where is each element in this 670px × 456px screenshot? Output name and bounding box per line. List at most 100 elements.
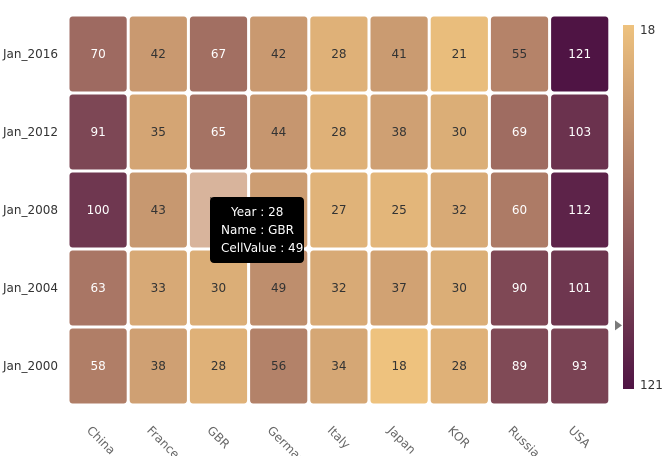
y-axis-labels: Jan_2016 Jan_2012 Jan_2008 Jan_2004 Jan_2000 (2, 47, 58, 373)
cell-value-label: 28 (331, 47, 346, 61)
heatmap-cell[interactable] (69, 328, 127, 404)
color-legend: 18 121 (615, 23, 663, 392)
y-axis-label: Jan_2004 (2, 281, 58, 295)
heatmap-cell[interactable] (129, 172, 187, 248)
cell-value-label: 65 (211, 125, 226, 139)
heatmap-cell[interactable] (189, 328, 248, 404)
cell-value-label: 63 (90, 281, 105, 295)
cell-value-label: 32 (452, 203, 467, 217)
heatmap-cell[interactable] (69, 172, 127, 248)
heatmap-cell[interactable] (310, 172, 368, 248)
cell-value-label: 60 (512, 203, 527, 217)
heatmap-cell[interactable] (250, 328, 308, 404)
x-axis-label: Russia (505, 423, 542, 456)
cell-value-label: 49 (271, 281, 286, 295)
heatmap-cell[interactable] (69, 16, 127, 92)
cell-value-label: 21 (452, 47, 467, 61)
heatmap-cell[interactable] (490, 172, 549, 248)
cell-value-label: 43 (151, 203, 166, 217)
cell-value-label: 42 (271, 47, 286, 61)
cell-value-label: 28 (211, 359, 226, 373)
heatmap-cell[interactable] (69, 250, 127, 326)
heatmap-cell[interactable] (69, 94, 127, 170)
x-axis-label: France (144, 423, 182, 456)
heatmap-cell[interactable] (370, 172, 428, 248)
cell-value-label: 100 (87, 203, 110, 217)
heatmap-cell[interactable] (430, 250, 488, 326)
heatmap-cell[interactable] (490, 94, 549, 170)
y-axis-label: Jan_2008 (2, 203, 58, 217)
legend-min-label: 18 (640, 23, 655, 37)
cell-value-label: 58 (90, 359, 105, 373)
heatmap-cell[interactable] (430, 172, 488, 248)
heatmap-cell[interactable] (189, 250, 248, 326)
cell-value-label: 38 (391, 125, 406, 139)
x-axis-label: USA (566, 423, 594, 451)
x-axis-label: China (84, 423, 118, 456)
cell-value-label: 28 (331, 125, 346, 139)
heatmap-cell[interactable] (551, 94, 609, 170)
heatmap-cell[interactable] (189, 94, 248, 170)
x-axis-label: Japan (384, 423, 418, 456)
heatmap-cell[interactable] (310, 328, 368, 404)
cell-value-label: 90 (512, 281, 527, 295)
heatmap-cell[interactable] (189, 16, 248, 92)
heatmap-cell[interactable] (370, 16, 428, 92)
heatmap-cell[interactable] (250, 94, 308, 170)
cell-tooltip: Year : 28 Name : GBR CellValue : 49 (210, 197, 304, 263)
heatmap-cell[interactable] (310, 250, 368, 326)
tooltip-year: Year : 28 (231, 205, 284, 219)
x-axis-label: Germany (265, 423, 314, 456)
heatmap-cell[interactable] (310, 16, 368, 92)
cell-value-label: 121 (568, 47, 591, 61)
cell-value-label: 42 (151, 47, 166, 61)
y-axis-label: Jan_2000 (2, 359, 58, 373)
heatmap-cell[interactable] (551, 172, 609, 248)
cell-value-label: 55 (512, 47, 527, 61)
x-axis-label: Italy (325, 423, 353, 451)
cell-value-label: 101 (568, 281, 591, 295)
heatmap-cell[interactable] (129, 16, 187, 92)
cell-value-label: 28 (452, 359, 467, 373)
cell-value-label: 34 (331, 359, 346, 373)
heatmap-cell[interactable] (129, 328, 187, 404)
heatmap-cell[interactable] (129, 94, 187, 170)
cell-value-label: 27 (331, 203, 346, 217)
heatmap-cell[interactable] (250, 250, 308, 326)
heatmap-cell[interactable] (490, 328, 549, 404)
cell-value-label: 30 (452, 125, 467, 139)
cell-value-label: 30 (211, 281, 226, 295)
cell-value-label: 67 (211, 47, 226, 61)
heatmap-cell[interactable] (370, 250, 428, 326)
x-axis-label: KOR (445, 423, 473, 451)
y-axis-label: Jan_2012 (2, 125, 58, 139)
heatmap-cell[interactable] (129, 250, 187, 326)
cell-value-label: 38 (151, 359, 166, 373)
heatmap-cell[interactable] (430, 16, 488, 92)
heatmap-cell[interactable] (430, 328, 488, 404)
cell-value-label: 91 (90, 125, 105, 139)
heatmap-cell[interactable] (551, 16, 609, 92)
tooltip-name: Name : GBR (221, 223, 294, 237)
heatmap-cell[interactable] (551, 250, 609, 326)
heatmap-cells: 70 42 67 42 28 41 21 55 121 91 35 65 44 28 38 30 69 103 10… (69, 16, 609, 404)
cell-value-label: 44 (271, 125, 286, 139)
cell-value-label: 103 (568, 125, 591, 139)
heatmap-cell[interactable] (370, 328, 428, 404)
heatmap-cell[interactable] (490, 16, 549, 92)
cell-value-label: 35 (151, 125, 166, 139)
heatmap-cell[interactable] (310, 94, 368, 170)
heatmap-cell[interactable] (430, 94, 488, 170)
heatmap-cell[interactable] (370, 94, 428, 170)
heatmap-cell[interactable] (490, 250, 549, 326)
cell-value-label: 33 (151, 281, 166, 295)
cell-value-label: 30 (452, 281, 467, 295)
heatmap-cell[interactable] (250, 16, 308, 92)
x-axis-labels: China France GBR Germany Italy Japan KOR Russia… (84, 423, 594, 456)
legend-gradient-bar (623, 25, 634, 389)
heatmap-cell[interactable] (551, 328, 609, 404)
cell-value-label: 18 (391, 359, 406, 373)
cell-value-label: 56 (271, 359, 286, 373)
cell-value-label: 89 (512, 359, 527, 373)
